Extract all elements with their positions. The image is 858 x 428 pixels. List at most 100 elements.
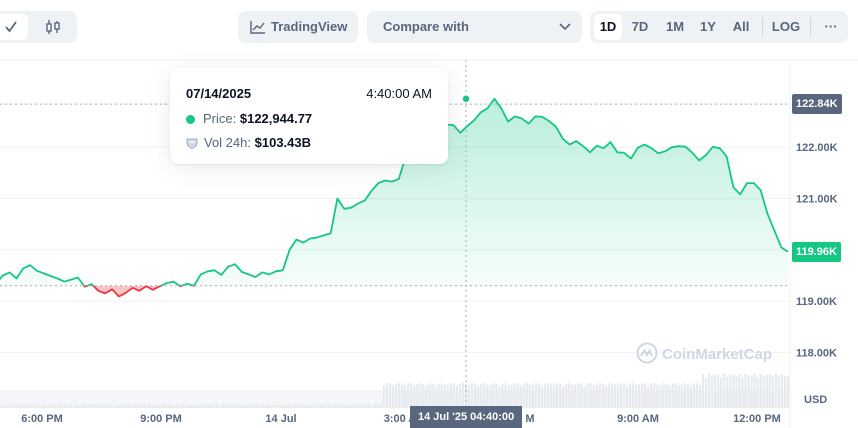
volume-bar <box>182 404 185 408</box>
log-scale-toggle[interactable]: LOG <box>771 19 801 34</box>
volume-bar <box>732 374 735 408</box>
volume-bar <box>714 375 717 408</box>
volume-bar <box>726 376 729 408</box>
volume-bar <box>674 383 677 408</box>
volume-bar <box>683 383 686 408</box>
volume-bar <box>273 404 276 408</box>
volume-bar <box>562 385 565 408</box>
volume-bar <box>504 383 507 408</box>
volume-bar <box>18 404 21 408</box>
volume-bar <box>309 404 313 408</box>
volume-bar <box>483 383 486 408</box>
tradingview-button[interactable]: TradingView <box>238 11 358 43</box>
volume-bar <box>42 404 45 408</box>
tradingview-label: TradingView <box>271 19 348 34</box>
volume-bar <box>735 376 738 408</box>
line-mode-button[interactable] <box>0 14 28 40</box>
volume-bar <box>647 385 650 408</box>
volume-bar <box>404 385 407 408</box>
volume-bar <box>592 384 595 408</box>
volume-bar <box>27 405 30 408</box>
volume-bar <box>282 404 285 408</box>
volume-bar <box>370 405 373 408</box>
volume-bar <box>291 405 294 408</box>
volume-bar <box>85 405 88 408</box>
volume-bar <box>783 375 787 408</box>
volume-bar <box>0 406 3 408</box>
volume-bar <box>230 405 234 408</box>
more-options-button[interactable]: ··· <box>824 19 838 34</box>
volume-bar <box>255 404 258 408</box>
volume-bar <box>227 404 231 408</box>
price-area <box>0 97 789 298</box>
volume-bar <box>495 383 498 408</box>
compare-with-dropdown[interactable]: Compare with <box>367 11 582 43</box>
volume-bar <box>91 404 94 408</box>
volume-bar <box>115 404 118 408</box>
volume-bar <box>786 375 790 408</box>
volume-bar <box>185 405 188 408</box>
volume-bar <box>695 383 699 408</box>
volume-bar <box>516 383 519 408</box>
volume-bar <box>486 384 489 408</box>
candlestick-icon[interactable] <box>45 19 61 35</box>
timeframe-7d[interactable]: 7D <box>631 19 649 34</box>
volume-bar <box>215 404 218 408</box>
volume-bar <box>197 404 200 408</box>
volume-bar <box>711 375 714 408</box>
watermark-text: CoinMarketCap <box>662 346 773 363</box>
volume-bar <box>756 377 759 408</box>
timeframe-1d[interactable]: 1D <box>599 19 617 34</box>
volume-bar <box>768 374 771 408</box>
volume-bar <box>75 404 79 408</box>
volume-bar <box>151 405 155 408</box>
volume-bar <box>632 383 635 408</box>
volume-bar <box>546 383 550 408</box>
volume-bar <box>319 404 322 408</box>
active-timeframe-highlight <box>594 14 622 40</box>
volume-bar <box>322 404 325 408</box>
volume-bar <box>549 384 553 408</box>
volume-bar <box>622 383 626 408</box>
volume-bar <box>610 383 613 408</box>
volume-bar <box>635 384 638 408</box>
volume-bar <box>534 383 537 408</box>
volume-bar <box>161 404 164 408</box>
volume-bar <box>30 404 33 408</box>
volume-bar <box>243 404 246 408</box>
x-tick-label: 9:00 AM <box>617 413 659 425</box>
volume-bar <box>167 404 170 408</box>
volume-bar <box>704 377 708 408</box>
volume-bar <box>39 405 42 408</box>
volume-bar <box>121 404 124 408</box>
x-tick-label: 9:00 PM <box>140 413 182 425</box>
volume-bar <box>525 383 528 408</box>
volume-bar <box>574 384 577 408</box>
volume-bar <box>419 383 422 408</box>
volume-bar <box>200 404 203 408</box>
volume-bar <box>744 374 747 408</box>
volume-bar <box>276 404 279 408</box>
volume-bar <box>367 404 370 408</box>
volume-bar <box>625 385 629 408</box>
volume-bar <box>531 384 534 408</box>
volume-bar <box>492 383 495 408</box>
volume-bar <box>662 383 665 408</box>
coinmarketcap-watermark: CoinMarketCap <box>636 342 772 364</box>
hover-price-tag: 122.84K <box>792 94 842 115</box>
volume-bar <box>97 404 100 408</box>
hover-point <box>461 93 471 104</box>
volume-bar <box>477 385 480 408</box>
timeframe-selector <box>590 11 848 43</box>
chart-toolbar: TradingView Compare with 1D 7D 1M 1Y All… <box>0 0 858 52</box>
volume-bar <box>355 404 358 408</box>
volume-bar <box>480 383 483 408</box>
tooltip-date: 07/14/2025 <box>186 86 252 101</box>
timeframe-all[interactable]: All <box>732 19 750 34</box>
volume-bar <box>103 404 106 408</box>
volume-bar <box>94 404 97 408</box>
volume-bar <box>373 404 376 408</box>
timeframe-1m[interactable]: 1M <box>665 19 685 34</box>
volume-bar <box>139 405 142 408</box>
timeframe-1y[interactable]: 1Y <box>700 19 716 34</box>
